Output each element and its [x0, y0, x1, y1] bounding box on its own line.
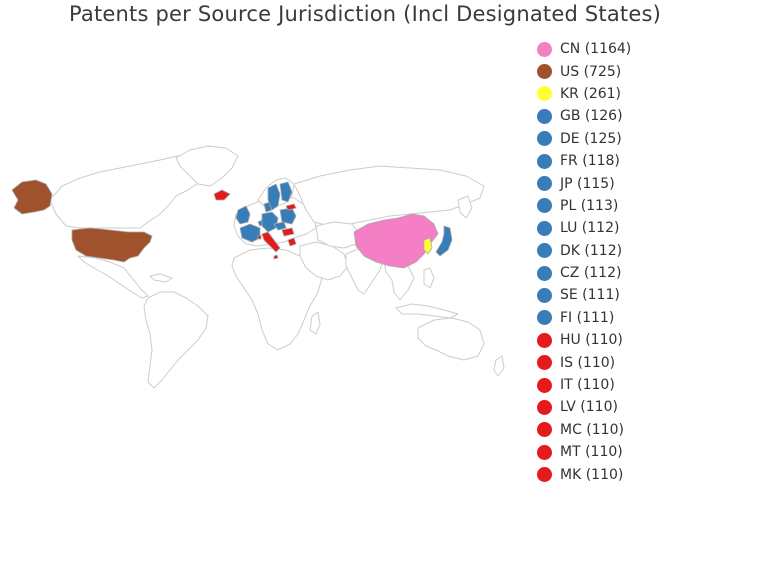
- country-madagascar[interactable]: [309, 311, 321, 335]
- legend-label: MT (110): [560, 444, 623, 461]
- country-fi[interactable]: [279, 181, 293, 203]
- legend-label: FR (118): [560, 153, 620, 170]
- legend-label: FI (111): [560, 309, 615, 326]
- legend-item[interactable]: MC (110): [537, 419, 737, 441]
- legend-marker: [537, 332, 552, 348]
- legend-item[interactable]: DE (125): [537, 128, 737, 150]
- legend-item[interactable]: LU (112): [537, 217, 737, 239]
- country-new-zealand[interactable]: [493, 355, 505, 377]
- country-mc[interactable]: [257, 234, 262, 240]
- legend-item[interactable]: FR (118): [537, 150, 737, 172]
- country-gb[interactable]: [235, 205, 251, 225]
- legend-label: LV (110): [560, 399, 618, 416]
- legend-item[interactable]: HU (110): [537, 329, 737, 351]
- legend-marker: [537, 86, 552, 102]
- legend-label: IT (110): [560, 377, 615, 394]
- indonesia[interactable]: [395, 303, 459, 319]
- legend-item[interactable]: MK (110): [537, 463, 737, 485]
- country-mt[interactable]: [273, 254, 279, 260]
- legend-marker: [537, 399, 552, 415]
- country-australia[interactable]: [417, 317, 485, 361]
- legend-item[interactable]: DK (112): [537, 240, 737, 262]
- legend-marker: [537, 444, 552, 460]
- legend-item[interactable]: PL (113): [537, 195, 737, 217]
- legend: CN (1164) US (725) KR (261) GB (126) DE (125…: [537, 38, 737, 486]
- chart-title: Patents per Source Jurisdiction (Incl De…: [69, 2, 661, 26]
- legend-marker: [537, 377, 552, 393]
- legend-marker: [537, 243, 552, 259]
- highlighted-countries: [11, 179, 453, 269]
- legend-marker: [537, 310, 552, 326]
- country-it[interactable]: [261, 231, 281, 253]
- legend-item[interactable]: CZ (112): [537, 262, 737, 284]
- legend-marker: [537, 131, 552, 147]
- legend-item[interactable]: IS (110): [537, 351, 737, 373]
- legend-label: DE (125): [560, 130, 622, 147]
- legend-item[interactable]: MT (110): [537, 441, 737, 463]
- legend-marker: [537, 64, 552, 80]
- legend-item[interactable]: LV (110): [537, 396, 737, 418]
- legend-label: SE (111): [560, 287, 620, 304]
- south-america[interactable]: [143, 291, 209, 389]
- legend-item[interactable]: IT (110): [537, 374, 737, 396]
- legend-marker: [537, 355, 552, 371]
- russia[interactable]: [293, 165, 485, 227]
- legend-label: LU (112): [560, 220, 620, 237]
- legend-marker: [537, 41, 552, 57]
- legend-marker: [537, 153, 552, 169]
- legend-marker: [537, 198, 552, 214]
- legend-label: PL (113): [560, 197, 619, 214]
- country-hu[interactable]: [281, 227, 295, 237]
- legend-marker: [537, 220, 552, 236]
- legend-label: CZ (112): [560, 265, 622, 282]
- country-de[interactable]: [261, 211, 279, 233]
- country-mk[interactable]: [287, 237, 297, 247]
- philippines[interactable]: [423, 267, 435, 289]
- country-jp[interactable]: [435, 225, 453, 257]
- country-us[interactable]: [71, 227, 153, 263]
- world-map[interactable]: [0, 110, 520, 410]
- legend-item[interactable]: CN (1164): [537, 38, 737, 60]
- africa[interactable]: [231, 247, 323, 351]
- country-us-alaska[interactable]: [11, 179, 53, 215]
- legend-marker: [537, 108, 552, 124]
- caribbean[interactable]: [149, 273, 173, 283]
- legend-item[interactable]: SE (111): [537, 284, 737, 306]
- legend-marker: [537, 467, 552, 483]
- legend-label: DK (112): [560, 242, 623, 259]
- legend-marker: [537, 176, 552, 192]
- russia-far-east[interactable]: [457, 195, 473, 219]
- legend-item[interactable]: KR (261): [537, 83, 737, 105]
- legend-label: KR (261): [560, 85, 622, 102]
- legend-label: JP (115): [560, 175, 615, 192]
- legend-label: MK (110): [560, 466, 624, 483]
- legend-item[interactable]: US (725): [537, 60, 737, 82]
- legend-item[interactable]: FI (111): [537, 307, 737, 329]
- legend-marker: [537, 287, 552, 303]
- country-kr[interactable]: [423, 237, 433, 255]
- legend-marker: [537, 422, 552, 438]
- legend-item[interactable]: GB (126): [537, 105, 737, 127]
- legend-label: GB (126): [560, 108, 623, 125]
- legend-label: IS (110): [560, 354, 616, 371]
- country-greenland[interactable]: [175, 145, 239, 187]
- legend-label: HU (110): [560, 332, 623, 349]
- world-land: [49, 145, 505, 389]
- country-is[interactable]: [213, 189, 231, 201]
- country-lv[interactable]: [285, 203, 297, 211]
- country-cz[interactable]: [273, 221, 287, 231]
- country-mexico[interactable]: [77, 255, 149, 299]
- legend-marker: [537, 265, 552, 281]
- legend-label: CN (1164): [560, 41, 632, 58]
- legend-item[interactable]: JP (115): [537, 172, 737, 194]
- country-se[interactable]: [267, 183, 281, 211]
- legend-label: US (725): [560, 63, 622, 80]
- legend-label: MC (110): [560, 421, 624, 438]
